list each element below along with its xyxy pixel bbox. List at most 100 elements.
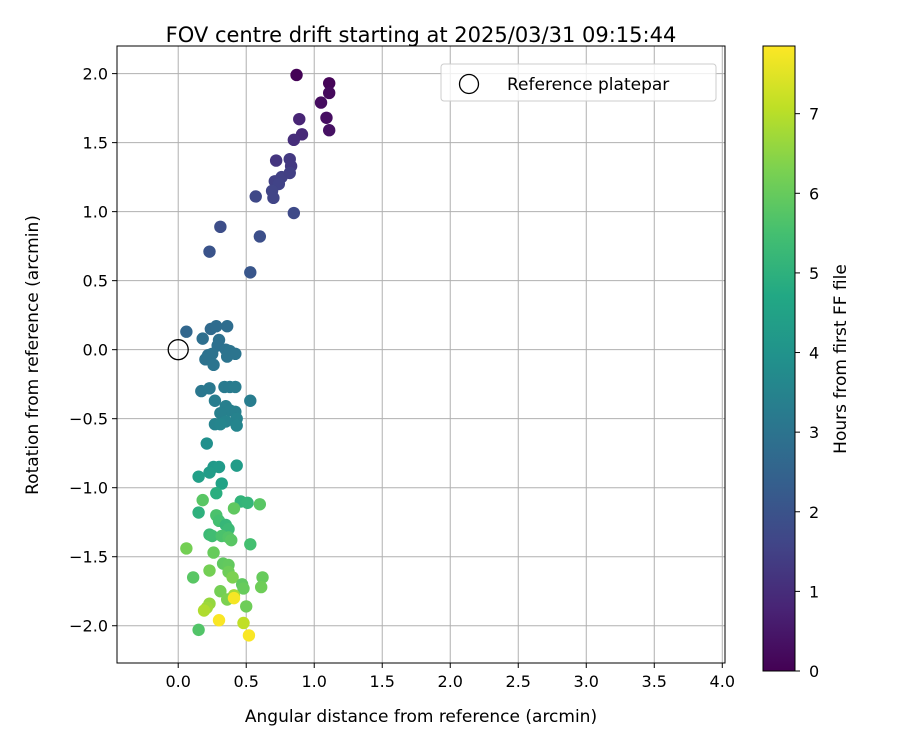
scatter-point xyxy=(237,616,250,630)
scatter-point xyxy=(287,206,301,220)
x-tick-label: 2.0 xyxy=(438,672,463,691)
colorbar-ticks: 0 1 2 3 4 5 6 7 xyxy=(795,105,819,681)
scatter-point xyxy=(203,382,216,395)
scatter-point xyxy=(203,245,216,258)
colorbar-gradient xyxy=(762,45,796,672)
colorbar-tick-label: 7 xyxy=(809,105,819,124)
scatter-point xyxy=(290,68,303,82)
scatter-point xyxy=(244,266,257,279)
scatter-point xyxy=(242,629,256,642)
x-tick-label: 0.0 xyxy=(165,672,190,691)
colorbar-tick-label: 3 xyxy=(809,423,819,442)
scatter-point xyxy=(208,394,222,407)
y-tick-label: 0.5 xyxy=(83,272,108,291)
scatter-point xyxy=(192,470,205,483)
scatter-point xyxy=(210,320,223,333)
scatter-point xyxy=(267,191,280,205)
y-axis-ticks: −2.0 −1.5 −1.0 −0.5 0.0 0.5 1.0 1.5 2.0 xyxy=(69,65,117,636)
scatter-point xyxy=(180,542,193,555)
y-tick-label: −1.5 xyxy=(69,548,108,567)
scatter-point xyxy=(225,533,238,547)
scatter-point xyxy=(320,111,333,124)
scatter-point xyxy=(196,332,209,345)
x-tick-label: 1.0 xyxy=(301,672,326,691)
x-axis-label: Angular distance from reference (arcmin) xyxy=(245,707,597,727)
scatter-point xyxy=(244,538,257,551)
x-tick-label: 3.0 xyxy=(574,672,599,691)
scatter-point xyxy=(196,493,209,507)
scatter-point xyxy=(206,529,219,543)
x-tick-label: 1.5 xyxy=(370,672,395,691)
scatter-point xyxy=(180,325,193,338)
scatter-point xyxy=(249,190,262,203)
plot-points xyxy=(167,68,336,642)
scatter-point xyxy=(192,623,205,637)
scatter-point xyxy=(322,86,336,100)
scatter-point xyxy=(322,123,336,137)
x-tick-label: 0.5 xyxy=(233,672,258,691)
scatter-point xyxy=(186,571,200,584)
y-tick-label: −2.0 xyxy=(69,617,108,636)
scatter-point xyxy=(256,571,269,584)
scatter-point xyxy=(203,564,216,577)
scatter-point xyxy=(269,154,283,167)
scatter-point xyxy=(203,466,216,479)
y-tick-label: −0.5 xyxy=(69,410,108,429)
scatter-point xyxy=(253,498,267,511)
x-tick-label: 3.5 xyxy=(642,672,667,691)
legend: Reference platepar xyxy=(440,63,717,102)
scatter-point xyxy=(226,571,239,584)
scatter-point xyxy=(215,477,228,490)
x-tick-label: 4.0 xyxy=(710,672,735,691)
y-tick-label: 2.0 xyxy=(83,65,108,84)
scatter-point xyxy=(220,320,234,333)
chart-title: FOV centre drift starting at 2025/03/31 … xyxy=(166,23,677,47)
reference-platepar-marker xyxy=(167,339,189,361)
scatter-point xyxy=(214,220,227,234)
y-tick-label: 1.0 xyxy=(83,203,108,222)
scatter-point xyxy=(283,166,296,180)
colorbar-tick-label: 4 xyxy=(809,344,819,363)
colorbar-tick-label: 0 xyxy=(809,662,819,681)
scatter-point xyxy=(227,591,241,605)
colorbar-tick-label: 1 xyxy=(809,582,819,601)
scatter-point xyxy=(253,230,267,243)
scatter-point xyxy=(254,580,268,594)
y-tick-label: 1.5 xyxy=(83,134,108,153)
scatter-point xyxy=(241,496,254,510)
scatter-point xyxy=(207,546,220,559)
legend-reference-marker xyxy=(458,73,480,95)
scatter-point xyxy=(212,460,226,474)
legend-reference-label: Reference platepar xyxy=(507,75,669,95)
scatter-point xyxy=(200,437,213,450)
x-tick-label: 2.5 xyxy=(506,672,531,691)
y-tick-label: −1.0 xyxy=(69,479,108,498)
scatter-point xyxy=(293,112,306,126)
scatter-point xyxy=(192,506,205,519)
scatter-point xyxy=(212,614,226,627)
scatter-point xyxy=(230,459,243,472)
colorbar-tick-label: 2 xyxy=(809,503,819,522)
scatter-point xyxy=(210,487,223,500)
scatter-point xyxy=(207,358,220,372)
legend-box xyxy=(440,63,717,102)
colorbar-tick-label: 6 xyxy=(809,184,819,203)
scatter-point xyxy=(230,419,243,432)
scatter-point xyxy=(229,380,242,394)
plot-frame xyxy=(116,45,726,664)
scatter-point xyxy=(322,77,336,90)
scatter-point xyxy=(314,96,328,109)
colorbar-label: Hours from first FF file xyxy=(831,264,851,454)
scatter-point xyxy=(197,604,211,617)
scatter-point xyxy=(214,585,227,598)
colorbar-tick-label: 5 xyxy=(809,264,819,283)
scatter-point xyxy=(227,502,241,515)
scatter-point xyxy=(244,394,257,407)
colorbar: 0 1 2 3 4 5 6 7 Hours from first FF file xyxy=(762,45,851,681)
scatter-point xyxy=(237,582,250,595)
x-axis-ticks: 0.0 0.5 1.0 1.5 2.0 2.5 3.0 3.5 4.0 xyxy=(165,663,735,691)
scatter-point xyxy=(214,418,227,431)
scatter-point xyxy=(240,600,253,613)
scatter-point xyxy=(287,133,301,147)
